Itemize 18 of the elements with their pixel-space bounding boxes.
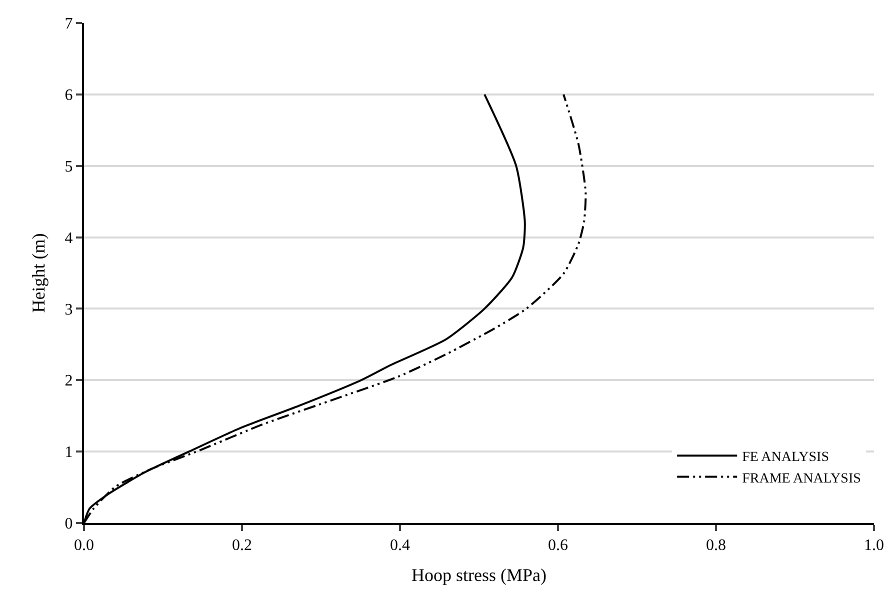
y-tick-label: 7 (64, 16, 73, 33)
y-tick-label: 3 (64, 301, 73, 318)
y-axis-title: Height (m) (28, 233, 48, 313)
x-tick-label: 0.4 (390, 537, 410, 554)
y-tick-label: 4 (64, 230, 73, 247)
x-tick-label: 1.0 (864, 537, 884, 554)
x-tick-label: 0.0 (74, 537, 94, 554)
legend-label: FE ANALYSIS (742, 450, 830, 466)
y-tick-label: 5 (64, 158, 73, 176)
legend-label: FRAME ANALYSIS (742, 471, 861, 486)
y-tick-label: 2 (64, 372, 73, 390)
y-tick-label: 1 (64, 444, 73, 462)
y-tick-label: 6 (64, 87, 73, 104)
y-tick-label: 0 (64, 516, 73, 533)
x-tick-label: 0.8 (706, 537, 726, 554)
x-tick-label: 0.6 (548, 537, 568, 554)
x-axis-title: Hoop stress (MPa) (412, 564, 546, 585)
x-tick-label: 0.2 (232, 537, 252, 554)
